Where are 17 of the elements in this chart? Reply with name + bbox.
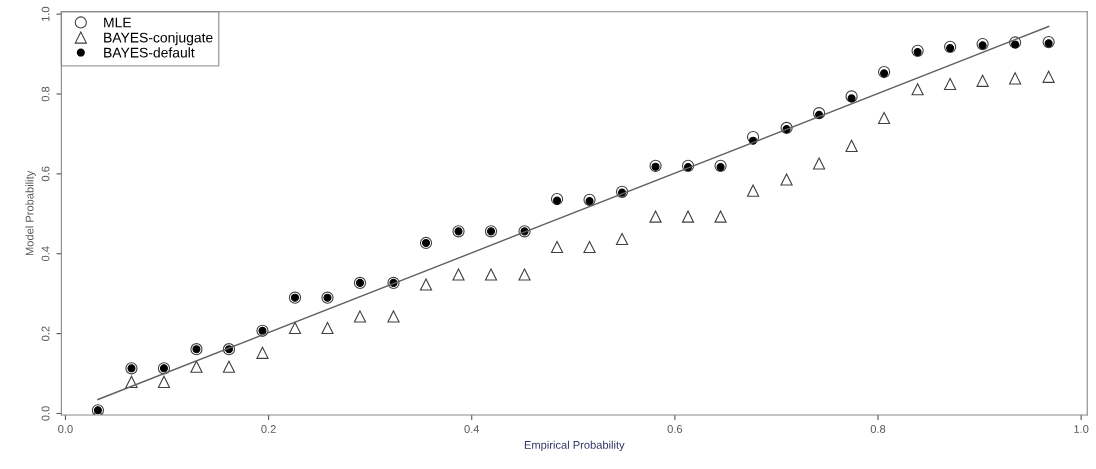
legend-label: BAYES-conjugate (104, 32, 213, 46)
x-tick-label: 0.0 (58, 425, 73, 433)
y-tick-label: 0.4 (41, 246, 50, 262)
x-tick-label: 0.4 (464, 425, 480, 433)
x-tick-label: 0.6 (667, 425, 683, 433)
y-tick-label: 1.0 (41, 6, 50, 21)
y-tick-label: 0.6 (41, 166, 50, 182)
legend-label: BAYES-default (104, 47, 195, 58)
x-tick-label: 0.8 (870, 425, 886, 433)
y-tick-label: 0.0 (41, 406, 50, 421)
x-tick-label: 0.2 (261, 425, 276, 433)
legend-label: MLE (104, 17, 131, 28)
y-tick-label: 0.2 (41, 326, 50, 341)
x-tick-label: 1.0 (1074, 425, 1089, 433)
x-axis-title: Empirical Probability (524, 440, 625, 452)
y-axis-title: Model Probability (25, 170, 36, 256)
y-tick-label: 0.8 (41, 86, 50, 102)
